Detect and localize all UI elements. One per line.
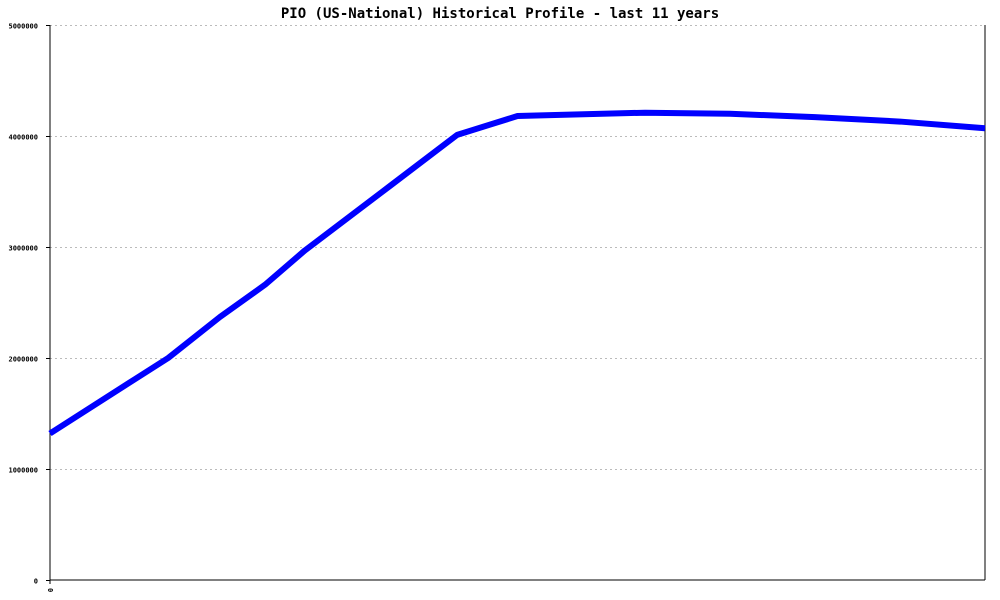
gridlines [50, 25, 985, 470]
y-tick-label: 2000000 [8, 356, 38, 364]
y-tick-label: 4000000 [8, 134, 38, 142]
series-line [48, 109, 986, 437]
x-tick-label: 0 [47, 588, 55, 592]
x-axis-ticks: 0 [47, 580, 55, 592]
y-axis-ticks: 0 1000000 2000000 3000000 4000000 5000000 [8, 23, 50, 586]
y-tick-label: 0 [34, 578, 38, 586]
y-tick-label: 1000000 [8, 467, 38, 475]
y-tick-label: 3000000 [8, 245, 38, 253]
series-group [48, 109, 986, 437]
chart-title: PIO (US-National) Historical Profile - l… [281, 6, 719, 22]
y-tick-label: 5000000 [8, 23, 38, 31]
